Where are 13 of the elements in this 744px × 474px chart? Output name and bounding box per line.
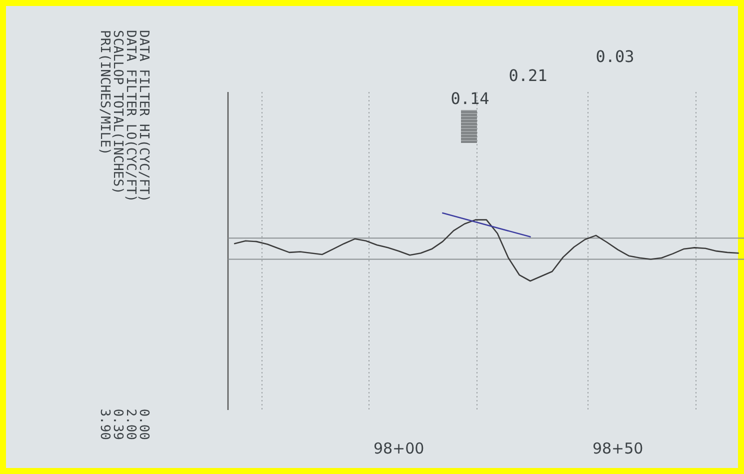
text: DATA FILTER HI(CYC/FT) bbox=[136, 30, 151, 202]
text: SCALLOP TOTAL(INCHES) bbox=[110, 30, 125, 194]
text: 0.00 bbox=[136, 408, 151, 440]
x-tick-label: 98+00 bbox=[373, 440, 424, 458]
text: 0.39 bbox=[110, 408, 125, 440]
text: 0.14 bbox=[450, 89, 490, 108]
text: PRI(INCHES/MILE) bbox=[97, 30, 112, 156]
text: DATA FILTER LO(CYC/FT) bbox=[123, 30, 138, 202]
text: 0.21 bbox=[508, 66, 548, 85]
x-tick-label: 98+50 bbox=[592, 440, 644, 458]
text: 0.03 bbox=[596, 47, 634, 66]
text: 3.90 bbox=[97, 408, 112, 440]
text: 2.00 bbox=[123, 408, 138, 440]
